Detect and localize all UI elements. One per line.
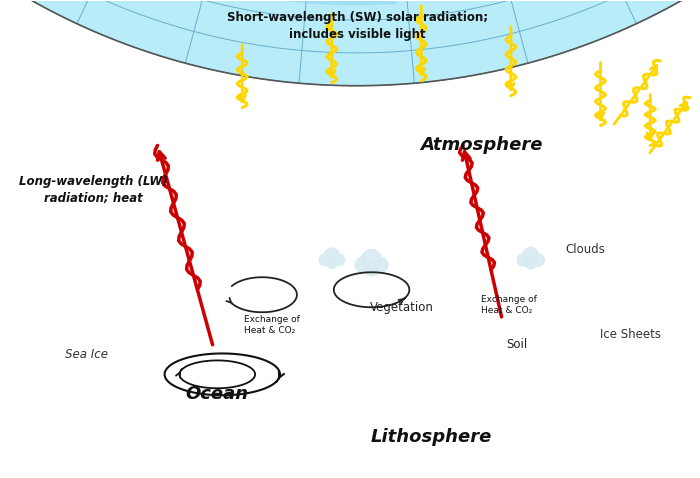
Text: Ocean: Ocean [186, 385, 249, 403]
Circle shape [324, 248, 340, 263]
Text: Soil: Soil [506, 338, 527, 351]
Circle shape [372, 257, 388, 272]
Text: Long-wavelength (LW)
radiation; heat: Long-wavelength (LW) radiation; heat [18, 175, 167, 205]
Circle shape [517, 254, 530, 266]
Text: Sea Ice: Sea Ice [65, 348, 108, 361]
Polygon shape [66, 0, 397, 5]
Circle shape [362, 250, 382, 269]
Circle shape [327, 258, 337, 268]
Text: Lithosphere: Lithosphere [370, 428, 492, 446]
Circle shape [365, 263, 378, 276]
Circle shape [532, 254, 544, 266]
Circle shape [526, 258, 536, 269]
Text: Vegetation: Vegetation [370, 301, 433, 314]
Text: Short-wavelength (SW) solar radiation;
includes visible light: Short-wavelength (SW) solar radiation; i… [227, 11, 488, 41]
Circle shape [523, 247, 539, 263]
Circle shape [319, 254, 331, 266]
Text: Exchange of
Heat & CO₂: Exchange of Heat & CO₂ [481, 294, 537, 315]
Text: Atmosphere: Atmosphere [420, 136, 542, 154]
Text: Exchange of
Heat & CO₂: Exchange of Heat & CO₂ [244, 315, 300, 335]
Text: Ice Sheets: Ice Sheets [601, 328, 662, 341]
Circle shape [355, 257, 370, 272]
Text: Clouds: Clouds [566, 243, 606, 257]
Polygon shape [0, 0, 700, 86]
Circle shape [332, 254, 344, 266]
